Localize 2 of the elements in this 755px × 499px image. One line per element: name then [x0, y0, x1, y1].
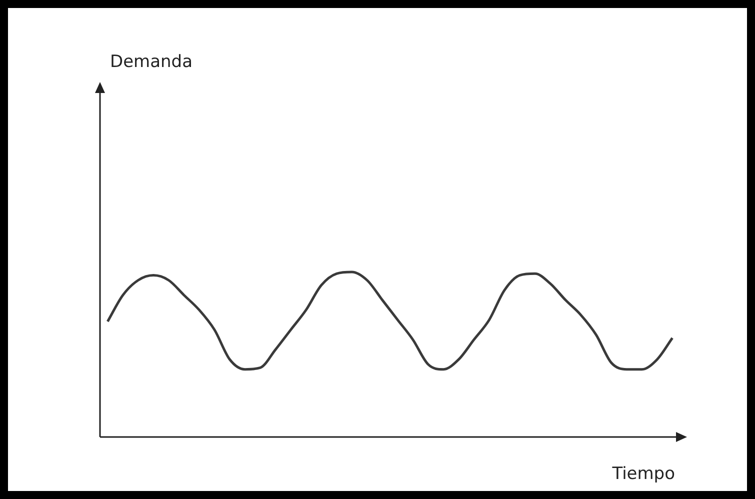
x-axis-title: Tiempo: [612, 464, 675, 484]
text: Demanda: [110, 52, 193, 72]
